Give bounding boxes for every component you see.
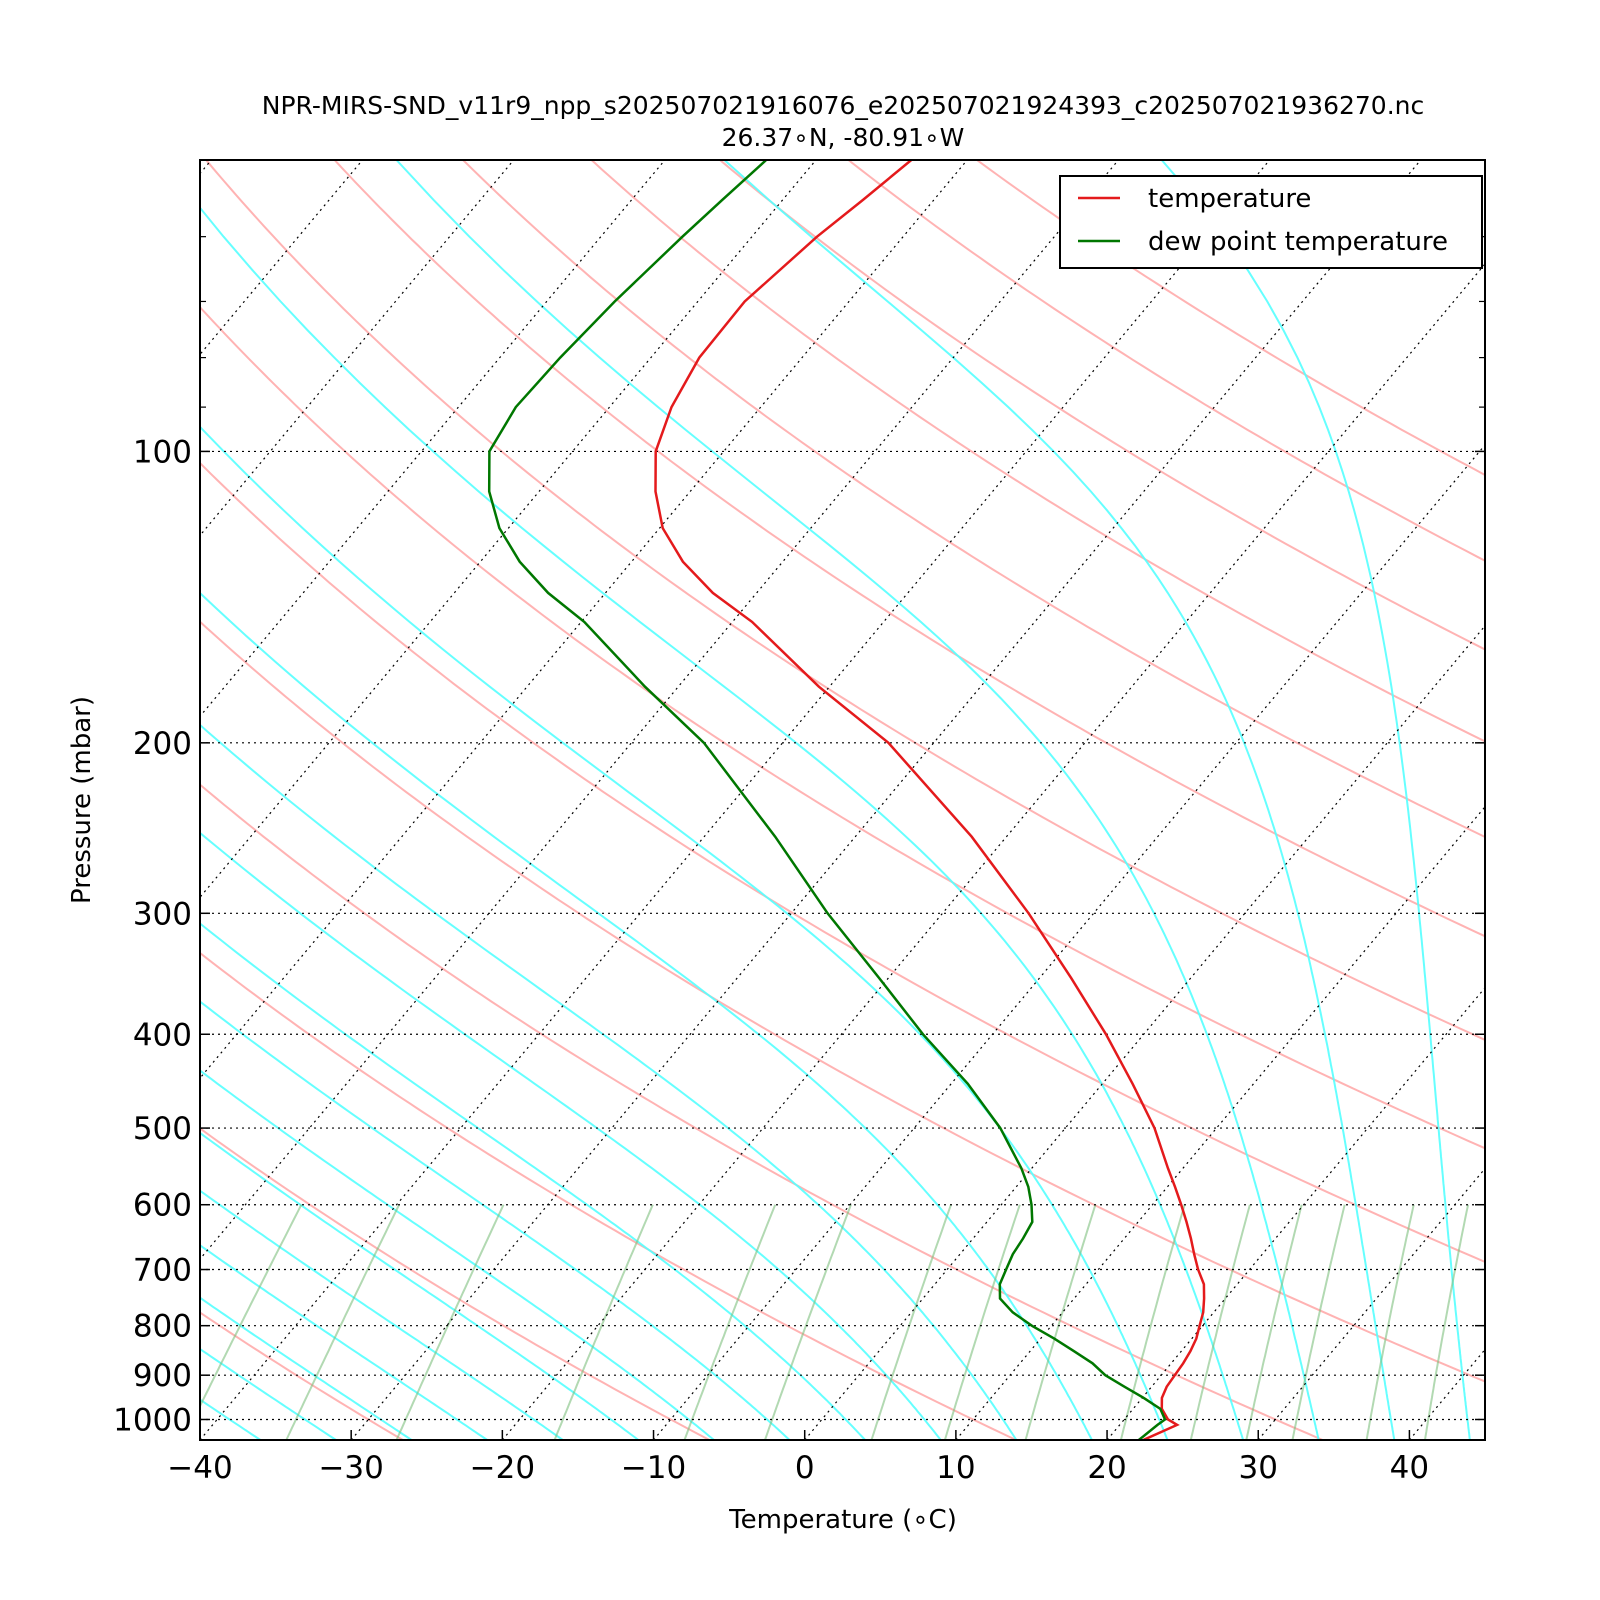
x-tick-label: −10: [621, 1450, 686, 1486]
y-tick-label: 200: [133, 726, 192, 762]
mixing-ratio-line: [1424, 1204, 1470, 1440]
isotherm: [653, 444, 1485, 1440]
isotherm: [200, 160, 968, 1080]
mixing-ratio-line: [1291, 1204, 1346, 1440]
mixing-ratio-line: [1024, 1204, 1097, 1440]
isotherm: [350, 160, 1422, 1440]
x-tick-label: 20: [1087, 1450, 1126, 1486]
isobar-grid: [200, 450, 1485, 1421]
chart-subtitle: 26.37∘N, -80.91∘W: [722, 123, 965, 152]
mixing-ratio-line: [1119, 1204, 1186, 1440]
x-tick-label: −40: [167, 1450, 232, 1486]
sounding-lines: [487, 160, 1206, 1440]
y-tick-label: 1000: [113, 1402, 192, 1438]
mixing-ratio-line: [285, 1204, 400, 1440]
x-tick-label: −30: [318, 1450, 383, 1486]
isotherm: [200, 160, 212, 175]
mixing-ratio-line: [1189, 1204, 1251, 1440]
y-tick-label: 700: [133, 1253, 192, 1289]
moist-adiabat: [200, 425, 1169, 1440]
x-tick-label: −20: [470, 1450, 535, 1486]
legend-box: [1059, 175, 1483, 269]
isotherm: [200, 160, 1119, 1260]
moist-adiabat: [200, 922, 866, 1440]
y-tick-label: 900: [133, 1358, 192, 1394]
dry-adiabat: [200, 783, 1323, 1440]
temperature-profile-line: [654, 160, 1206, 1440]
mixing-ratio-line: [943, 1204, 1021, 1440]
y-axis-label: Pressure (mbar): [67, 696, 97, 904]
isotherm: [501, 263, 1485, 1440]
moist-adiabat: [200, 1131, 640, 1440]
moist-adiabat: [1497, 160, 1545, 1440]
isotherm: [955, 805, 1485, 1440]
mixing-ratio-line: [1365, 1204, 1415, 1440]
y-tick-label: 100: [133, 434, 192, 470]
dry-adiabat: [719, 160, 1485, 651]
dry-adiabat: [590, 160, 1485, 743]
dry-adiabat: [200, 1127, 710, 1440]
dry-adiabat: [462, 160, 1485, 839]
plot-frame: [199, 159, 1486, 1441]
moist-adiabat: [200, 1000, 791, 1440]
isotherm: [200, 160, 1271, 1440]
moist-adiabat: [200, 1347, 337, 1440]
axis-ticks: −40 −30 −20 −10 0 10 20 30 40 100 200 300 400 500 600 7…: [113, 236, 1485, 1486]
legend-label-dewpoint: dew point temperature: [1148, 227, 1448, 257]
y-tick-label: 600: [133, 1188, 192, 1224]
moist-adiabat: [723, 160, 1396, 1440]
dry-adiabat: [200, 305, 1485, 1150]
thermodynamic-background: [0, 160, 1600, 1440]
y-tick-label: 400: [133, 1017, 192, 1053]
isotherm: [0, 160, 60, 1440]
x-tick-label: 30: [1239, 1450, 1278, 1486]
moist-adiabat: [200, 1243, 488, 1440]
mixing-ratio-line: [553, 1204, 654, 1440]
mixing-ratio-line: [395, 1204, 505, 1440]
dewpoint-profile-line: [487, 160, 1167, 1440]
isotherm: [1106, 986, 1485, 1440]
dry-adiabat: [205, 160, 1485, 1042]
isotherm: [200, 160, 817, 899]
dry-adiabat: [847, 160, 1485, 562]
isotherm: [200, 160, 363, 356]
dry-adiabat: [200, 951, 1017, 1440]
moist-adiabat: [200, 591, 1093, 1440]
mixing-ratio-line: [200, 1204, 303, 1409]
y-tick-label: 500: [133, 1111, 192, 1147]
dry-adiabat: [200, 620, 1485, 1383]
moist-adiabat: [200, 831, 942, 1440]
moist-adiabat: [1160, 160, 1471, 1440]
moist-adiabat: [200, 1189, 564, 1440]
dry-adiabat: [333, 160, 1485, 938]
y-tick-label: 800: [133, 1309, 192, 1345]
x-tick-label: 40: [1390, 1450, 1429, 1486]
mixing-ratio-line: [870, 1204, 952, 1440]
legend-label-temperature: temperature: [1148, 184, 1311, 214]
y-tick-label: 300: [133, 896, 192, 932]
moist-adiabat: [200, 206, 1245, 1440]
chart-title: NPR-MIRS-SND_v11r9_npp_s202507021916076_…: [262, 91, 1425, 120]
dry-adiabat: [976, 160, 1485, 477]
isotherm: [804, 624, 1485, 1440]
isotherm: [1561, 160, 1600, 1440]
mixing-ratio-line: [683, 1204, 777, 1440]
moist-adiabat: [200, 1069, 715, 1440]
x-tick-label: 10: [936, 1450, 975, 1486]
isotherm: [1257, 1167, 1485, 1440]
legend: temperature dew point temperature: [1059, 175, 1483, 269]
mixing-ratio-line: [764, 1204, 852, 1440]
x-tick-label: 0: [795, 1450, 815, 1486]
isotherm: [1408, 1348, 1485, 1440]
moist-adiabat: [200, 1296, 413, 1440]
moist-adiabat: [200, 1398, 262, 1440]
dry-adiabat: [200, 461, 1485, 1264]
mixing-ratio-line: [1245, 1204, 1303, 1440]
x-axis-label: Temperature (∘C): [728, 1505, 957, 1535]
moist-adiabat: [395, 160, 1320, 1440]
moist-adiabat: [200, 723, 1018, 1440]
